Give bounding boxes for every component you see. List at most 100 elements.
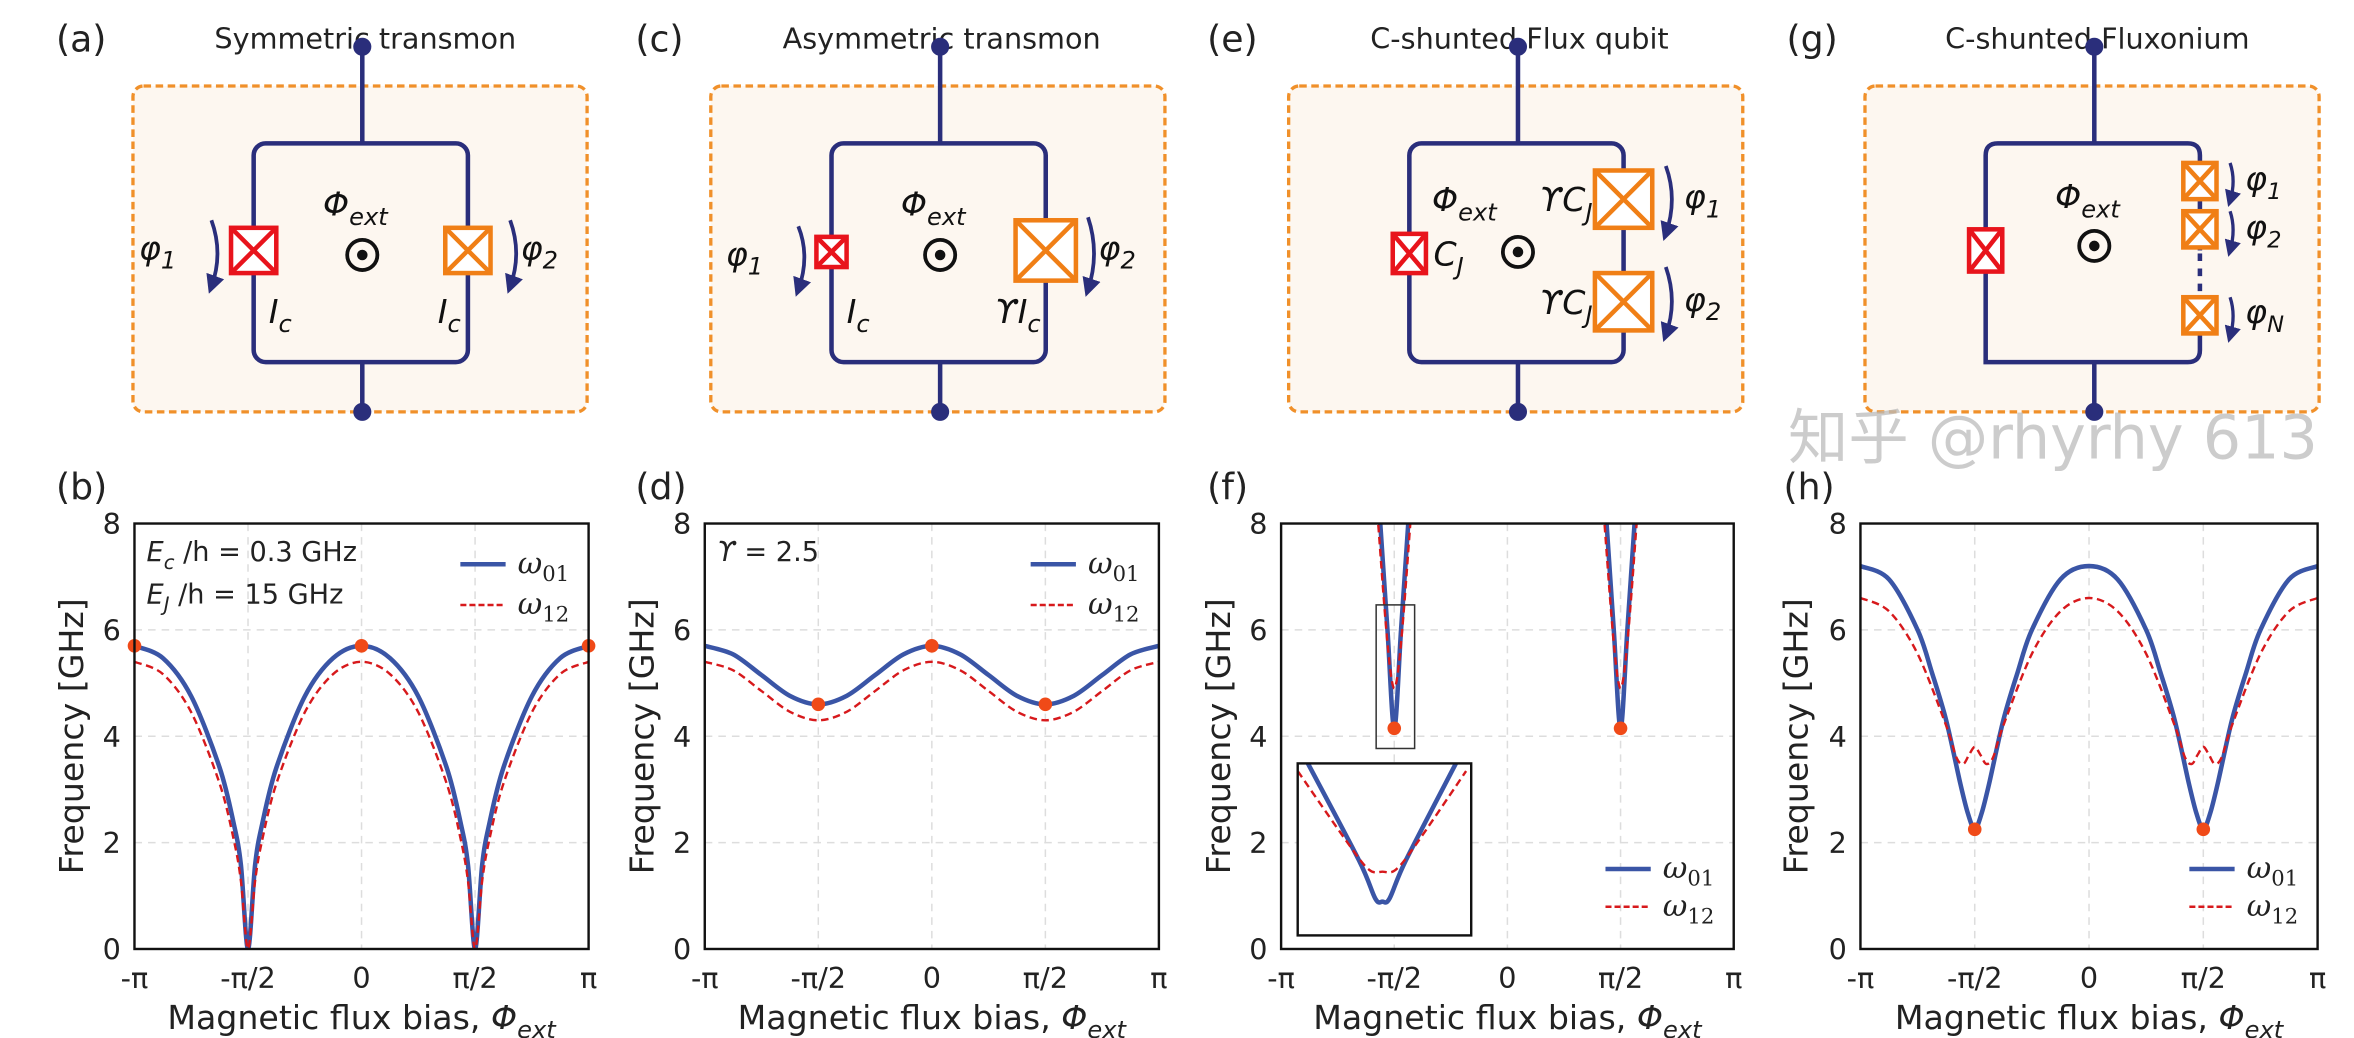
sweet-spot-marker (354, 639, 369, 653)
annotation-symbol: E (147, 537, 165, 568)
legend-label: ω01 (1088, 546, 1139, 586)
terminal-node (1508, 402, 1528, 421)
phase-label-1: φ1 (726, 235, 763, 281)
y-tick-label: 6 (673, 613, 691, 647)
josephson-junction-icon (1966, 227, 2005, 274)
phase-arrow-icon (206, 219, 225, 294)
series-line-12 (1376, 523, 1412, 690)
legend-item: ω01 (460, 546, 569, 586)
plot-frame (703, 522, 1161, 951)
x-axis-label-sub: ext (517, 1016, 557, 1038)
x-axis-label-symbol: Φ (491, 998, 517, 1037)
legend-sub: 12 (1113, 602, 1140, 627)
legend-sub: 12 (1687, 903, 1714, 928)
x-tick-label: -π (1847, 961, 1875, 995)
phase-label-2: φ2 (2245, 207, 2281, 253)
flux-out-of-plane-icon (923, 238, 958, 272)
y-tick-label: 0 (673, 933, 691, 967)
y-tick-label: 8 (673, 507, 691, 541)
phase-label-1: φ1 (1684, 177, 1721, 223)
annotation-text: /h = 0.3 GHz (174, 537, 356, 568)
legend-label: ω01 (518, 546, 569, 586)
flux-label: Φext (2055, 177, 2121, 223)
panel-label-h: (h) (1784, 465, 1835, 508)
phase-label-2: φ2 (1684, 280, 1721, 326)
series-layer (1860, 563, 2318, 832)
josephson-junction-icon (2181, 160, 2219, 202)
x-axis-label-text: Magnetic flux bias, (167, 998, 491, 1037)
y-axis-label: Frequency [GHz] (1777, 598, 1816, 874)
legend-item: ω01 (1030, 546, 1139, 586)
josephson-junction-icon (1390, 231, 1429, 276)
legend-symbol: ω (2247, 851, 2272, 886)
terminal-node (931, 402, 950, 421)
legend-symbol: ω (1663, 851, 1688, 886)
legend-label: ω01 (1663, 851, 1714, 891)
y-tick-label: 0 (103, 933, 121, 967)
watermark: 知乎 @rhyrhy 613 (1788, 404, 2318, 474)
sweet-spot-marker (1387, 721, 1402, 736)
annotation-symbol: E (147, 579, 165, 610)
legend-item: ω12 (460, 587, 569, 627)
legend-item: ω12 (1030, 587, 1140, 627)
y-tick-label: 4 (103, 720, 121, 754)
panel-label-f: (f) (1207, 465, 1248, 508)
sweet-spot-marker (925, 639, 939, 653)
x-tick-label: 0 (352, 961, 370, 995)
circuit-symmetric-transmon: Φext φ1 Ic φ2 Ic (131, 37, 589, 421)
y-tick-label: 6 (103, 613, 121, 647)
inset-region-box (1375, 604, 1416, 750)
flux-label: Φext (901, 185, 967, 231)
x-axis-label-sub: ext (1087, 1016, 1127, 1038)
y-tick-label: 4 (1829, 720, 1847, 754)
x-tick-label: π (580, 961, 597, 995)
annotation: EJ /h = 15 GHz (147, 579, 344, 616)
x-axis-label-symbol: Φ (1637, 998, 1663, 1037)
circuit-asymmetric-transmon: Φext φ1 Ic φ2 ϒIc (709, 37, 1167, 421)
y-tick-label: 2 (1249, 826, 1267, 860)
chart-f-flux-qubit-spectrum: -π -π/2 0 π/2 π 0 2 4 6 8 Frequency [GHz] Magnetic … (1199, 507, 1743, 1038)
x-tick-label: -π/2 (1367, 961, 1422, 995)
x-tick-label: -π (1267, 961, 1295, 995)
josephson-junction-icon (814, 234, 849, 270)
chart-h-fluxonium-spectrum: -π -π/2 0 π/2 π 0 2 4 6 8 Frequency [GHz] Magnetic … (1777, 507, 2327, 1038)
phase-arrow-icon (2224, 210, 2241, 257)
legend-symbol: ω (518, 546, 543, 581)
plot-frame (1279, 522, 1735, 951)
x-axis-label-text: Magnetic flux bias, (1895, 998, 2219, 1037)
x-tick-label: π (2309, 961, 2326, 995)
terminal-node (353, 402, 372, 421)
josephson-junction-icon (1592, 168, 1655, 231)
legend-item: ω01 (2189, 851, 2298, 891)
y-tick-label: 0 (1249, 933, 1267, 967)
legend-symbol: ω (1663, 889, 1688, 924)
sweet-spot-marker (811, 697, 826, 712)
legend-symbol: ω (1088, 546, 1113, 581)
annotation-sub: J (160, 593, 170, 616)
panel-label-c: (c) (635, 17, 683, 60)
series-line-12 (1603, 523, 1638, 690)
phase-label-2: φ2 (1099, 229, 1136, 275)
x-axis-label: Magnetic flux bias, Φext (738, 998, 1128, 1038)
sweet-spot-marker (1967, 822, 1982, 837)
x-tick-label: -π/2 (791, 961, 846, 995)
x-tick-label: π/2 (452, 961, 497, 995)
junction-label-right-1: ϒCJ (1539, 180, 1592, 226)
legend-sub: 01 (1687, 866, 1714, 891)
josephson-junction-icon (1592, 270, 1655, 333)
annotation-text: = 2.5 (736, 537, 819, 568)
chart-d-asymmetric-transmon-spectrum: -π -π/2 0 π/2 π 0 2 4 6 8 Frequency [GHz] Magnetic … (622, 507, 1167, 1038)
inset-frame (1296, 762, 1473, 937)
annotation-symbol: ϒ (717, 537, 738, 568)
circuit-c-shunted-flux-qubit: Φext CJ ϒCJ ϒCJ φ1 φ2 (1286, 37, 1745, 421)
y-tick-label: 8 (1829, 507, 1847, 541)
legend-sub: 12 (2271, 903, 2298, 928)
x-tick-label: π (1150, 961, 1167, 995)
terminal-node (2085, 37, 2104, 56)
panel-label-b: (b) (56, 465, 107, 508)
y-axis-label: Frequency [GHz] (1199, 598, 1238, 874)
phase-label-1: φ1 (139, 229, 176, 275)
y-axis-label: Frequency [GHz] (52, 598, 91, 874)
phase-arrow-icon (1082, 216, 1101, 297)
annotation: ϒ = 2.5 (717, 537, 819, 568)
